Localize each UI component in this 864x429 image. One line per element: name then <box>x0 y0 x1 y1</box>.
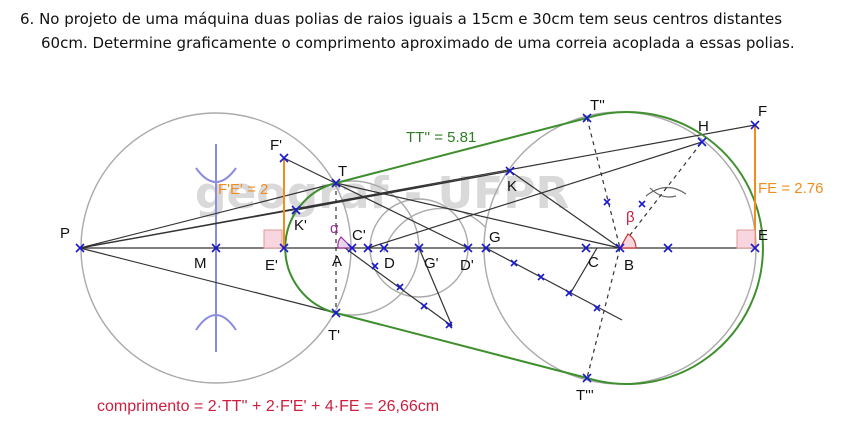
construction-lines <box>79 124 756 327</box>
label-alpha: α <box>330 220 339 237</box>
right-angle-e <box>736 229 756 249</box>
div-mark-7 <box>565 289 573 297</box>
right-angle-ep <box>263 229 283 249</box>
label-p: P <box>60 225 70 242</box>
label-e: E <box>758 227 768 244</box>
point-m <box>211 243 221 253</box>
point-k <box>505 166 515 176</box>
line-fp-dp <box>283 157 469 249</box>
label-k: K <box>507 178 517 195</box>
belt-top-segment <box>335 117 588 184</box>
point-f-prime <box>279 153 289 163</box>
label-e-prime: E' <box>265 257 278 274</box>
div-mark-2 <box>396 283 404 291</box>
label-beta: β <box>626 209 635 226</box>
point-k-prime <box>291 205 301 215</box>
line-p-t <box>79 182 337 249</box>
div-mark-3 <box>420 302 428 310</box>
arc-b-2 <box>649 187 677 198</box>
label-f-prime: F' <box>270 137 282 154</box>
line-gp <box>418 247 453 327</box>
point-t-triple-prime <box>582 373 592 383</box>
belt-small-arc <box>284 182 337 314</box>
label-t-double-prime: T'' <box>590 97 605 114</box>
point-t <box>331 178 341 188</box>
point-a <box>347 243 357 253</box>
point-extra <box>663 243 673 253</box>
point-c <box>581 243 591 253</box>
statement-line-2: 60cm. Determine graficamente o comprimen… <box>41 34 795 52</box>
div-mark-6 <box>537 273 545 281</box>
arc-bottom <box>195 314 237 331</box>
mark-b-h <box>638 200 646 208</box>
label-t-triple-prime: T''' <box>576 387 594 404</box>
div-mark-1 <box>371 262 379 270</box>
measure-segments <box>283 125 756 248</box>
label-c-prime: C' <box>352 227 366 244</box>
point-t-double-prime <box>582 113 592 123</box>
div-mark-4 <box>445 321 453 329</box>
measure-fe-small: F'E' = 2 <box>218 181 268 198</box>
div-mark-5 <box>510 259 518 267</box>
line-p-t-prime <box>79 247 337 314</box>
line-cp-div <box>344 247 453 327</box>
measure-fe-big: FE = 2.76 <box>758 180 823 197</box>
point-e <box>750 243 760 253</box>
dashed-b-tppp <box>586 247 621 379</box>
point-d <box>379 243 389 253</box>
label-h: H <box>698 118 709 135</box>
line-c-div <box>569 247 598 295</box>
belt <box>284 111 764 385</box>
point-p <box>75 243 85 253</box>
label-t: T <box>338 163 347 180</box>
arc-gray <box>383 207 487 253</box>
statement-line-1: 6. No projeto de uma máquina duas polias… <box>20 10 783 28</box>
formula: comprimento = 2·TT'' + 2·F'E' + 4·FE = 2… <box>97 398 439 415</box>
point-c-prime <box>363 243 373 253</box>
point-labels: P M E' K' F' T T' A C' D G' D' G C B E H… <box>60 97 768 404</box>
dashed-tpp-b <box>586 117 621 249</box>
belt-bottom-segment <box>335 312 588 379</box>
dashed-b-h <box>619 141 703 249</box>
right-angle-markers <box>263 229 756 249</box>
arc-b <box>645 186 687 197</box>
point-e-prime <box>279 243 289 253</box>
line-t-b <box>335 182 621 249</box>
point-b <box>615 243 625 253</box>
label-a: A <box>332 253 342 270</box>
label-g: G <box>489 229 501 246</box>
dashed-lines <box>335 117 703 379</box>
line-kp-k <box>295 170 511 211</box>
div-mark-8 <box>593 304 601 312</box>
problem-statement: 6. No projeto de uma máquina duas polias… <box>0 0 864 60</box>
point-g-prime <box>414 243 424 253</box>
label-g-prime: G' <box>424 255 439 272</box>
label-f: F <box>758 103 767 120</box>
line-k-b <box>509 170 621 249</box>
arc-top <box>195 167 237 183</box>
belt-large-arc <box>586 111 764 385</box>
label-k-prime: K' <box>294 217 307 234</box>
measure-tt: TT'' = 5.81 <box>406 129 476 146</box>
line-g-div <box>485 247 623 321</box>
label-c: C <box>588 254 599 271</box>
point-g <box>481 243 491 253</box>
point-h <box>697 137 707 147</box>
label-d-prime: D' <box>460 257 474 274</box>
label-d: D <box>384 255 395 272</box>
label-t-prime: T' <box>328 327 340 344</box>
label-b: B <box>624 257 634 274</box>
points <box>75 113 760 383</box>
mark-tpp-b <box>603 198 611 206</box>
point-f <box>750 120 760 130</box>
label-m: M <box>194 255 207 272</box>
point-d-prime <box>463 243 473 253</box>
line-d-h <box>367 141 703 249</box>
point-t-prime <box>331 308 341 318</box>
